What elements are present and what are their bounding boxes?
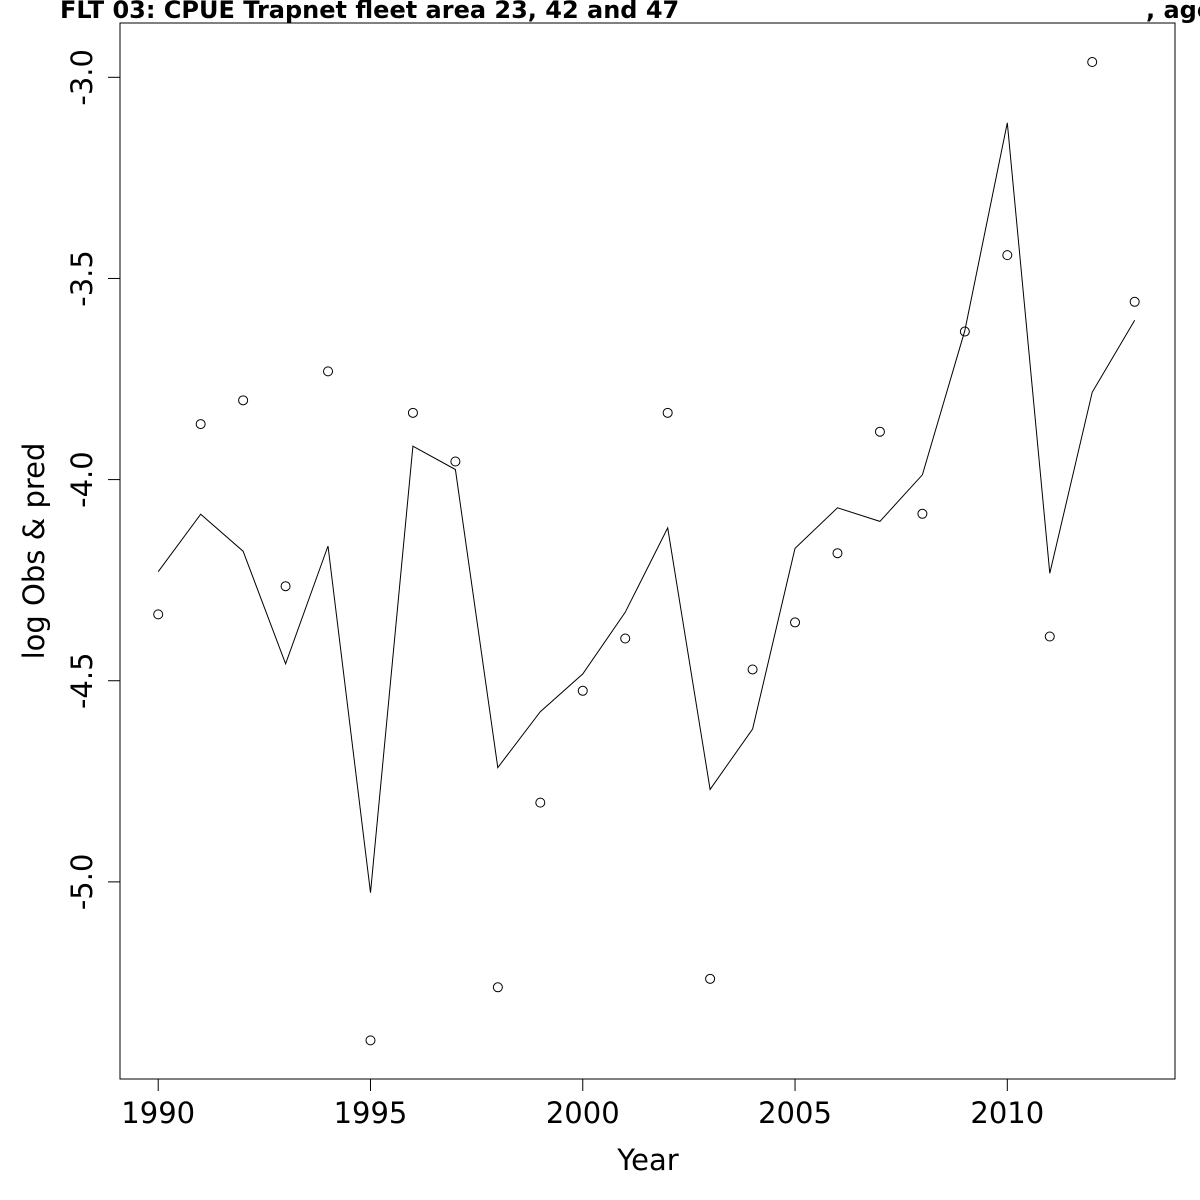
x-axis: 1990 1995 2000 2005 2010 (121, 1078, 1044, 1130)
observed-point (280, 581, 291, 592)
y-tick-label: -3.0 (65, 49, 99, 106)
observed-point (492, 982, 503, 993)
observed-point (747, 664, 758, 675)
observed-point (620, 633, 631, 644)
x-axis-label: Year (616, 1143, 678, 1177)
observed-point (1087, 57, 1098, 68)
observed-point (535, 797, 546, 808)
observed-point (959, 326, 970, 337)
x-tick-label: 2010 (970, 1096, 1044, 1130)
y-tick-label: -4.0 (65, 451, 99, 508)
observed-point (238, 395, 249, 406)
observed-point (450, 456, 461, 467)
observed-point (577, 685, 588, 696)
plot-frame (119, 22, 1176, 1080)
observed-point (662, 407, 673, 418)
chart-title: FLT 03: CPUE Trapnet fleet area 23, 42 a… (60, 0, 680, 24)
x-tick-label: 2000 (546, 1096, 620, 1130)
observed-point (365, 1035, 376, 1046)
observed-point (1002, 250, 1013, 261)
observed-point (1129, 296, 1140, 307)
observed-point (874, 426, 885, 437)
observed-point (153, 609, 164, 620)
chart-title-right-fragment: , age (1146, 0, 1200, 24)
observed-point (407, 407, 418, 418)
y-axis-label: log Obs & pred (17, 443, 51, 660)
y-axis: -5.0 -4.5 -4.0 -3.5 -3.0 (65, 49, 121, 911)
predicted-line (157, 122, 1136, 893)
y-tick-label: -5.0 (65, 854, 99, 911)
series-layer (153, 57, 1140, 1046)
x-tick-label: 1990 (121, 1096, 195, 1130)
observed-point (832, 548, 843, 559)
observed-point (323, 366, 334, 377)
y-tick-label: -3.5 (65, 250, 99, 307)
observed-point (1044, 631, 1055, 642)
observed-point (195, 419, 206, 430)
observed-point (917, 508, 928, 519)
x-tick-label: 2005 (758, 1096, 832, 1130)
observed-point (705, 973, 716, 984)
observed-point (790, 617, 801, 628)
y-tick-label: -4.5 (65, 652, 99, 709)
x-tick-label: 1995 (334, 1096, 408, 1130)
